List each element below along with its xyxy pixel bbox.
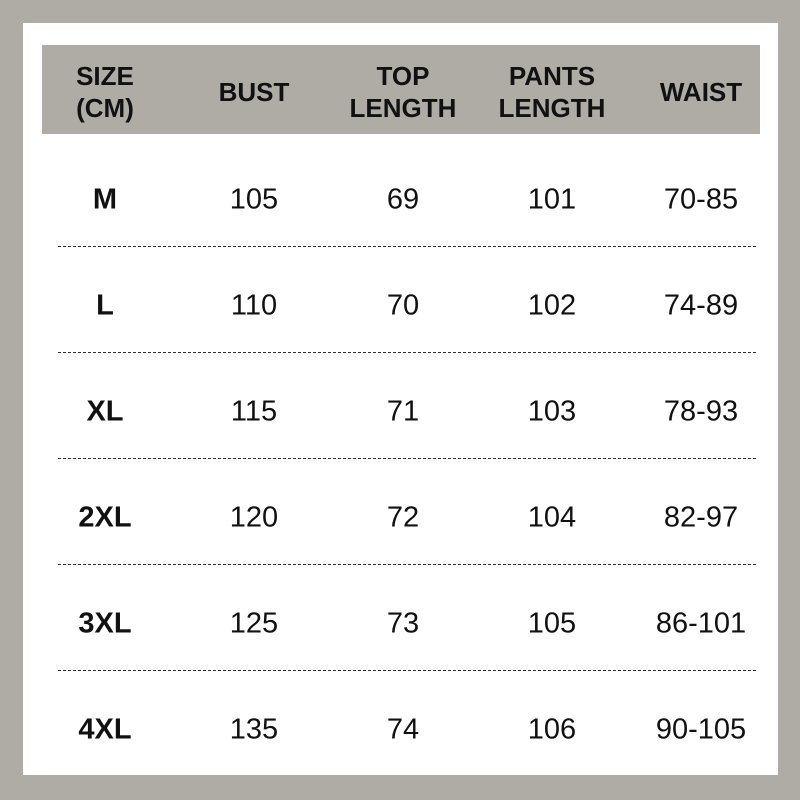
value-cell: 103 [527, 395, 577, 428]
size-cell: L [96, 289, 114, 322]
value-cell: 105 [229, 183, 279, 216]
value-cell: 106 [527, 713, 577, 746]
value-cell: 125 [229, 607, 279, 640]
size-cell: XL [86, 395, 124, 428]
value-cell: 74 [386, 713, 420, 746]
value-cell: 110 [230, 289, 278, 322]
size-cell: 2XL [78, 501, 132, 534]
value-cell: 74-89 [663, 289, 739, 322]
size-cell: 3XL [78, 607, 132, 640]
column-header: TOP LENGTH [328, 60, 478, 124]
size-cell: M [92, 183, 118, 216]
column-header: WAIST [626, 76, 776, 108]
value-cell: 120 [229, 501, 279, 534]
value-cell: 82-97 [663, 501, 739, 534]
column-header: SIZE (CM) [30, 60, 180, 124]
value-cell: 72 [386, 501, 420, 534]
column-header: BUST [179, 76, 329, 108]
value-cell: 102 [527, 289, 577, 322]
row-separator [58, 352, 756, 353]
header-line: (CM) [76, 93, 134, 123]
row-separator [58, 670, 756, 671]
value-cell: 73 [386, 607, 420, 640]
header-line: BUST [218, 77, 290, 107]
value-cell: 70-85 [663, 183, 739, 216]
size-cell: 4XL [78, 713, 132, 746]
value-cell: 101 [527, 183, 577, 216]
header-line: WAIST [659, 77, 743, 107]
value-cell: 71 [386, 395, 420, 428]
value-cell: 135 [229, 713, 279, 746]
header-band [42, 45, 760, 134]
value-cell: 69 [386, 183, 420, 216]
panel [23, 23, 778, 775]
value-cell: 105 [527, 607, 577, 640]
header-line: PANTS [508, 61, 596, 91]
header-line: LENGTH [349, 93, 457, 123]
header-line: LENGTH [498, 93, 606, 123]
value-cell: 104 [527, 501, 577, 534]
row-separator [58, 246, 756, 247]
header-line: TOP [376, 61, 430, 91]
value-cell: 70 [386, 289, 420, 322]
value-cell: 86-101 [655, 607, 747, 640]
header-line: SIZE [76, 61, 134, 91]
value-cell: 115 [230, 395, 278, 428]
row-separator [58, 458, 756, 459]
value-cell: 78-93 [663, 395, 739, 428]
column-header: PANTS LENGTH [477, 60, 627, 124]
row-separator [58, 564, 756, 565]
value-cell: 90-105 [655, 713, 747, 746]
